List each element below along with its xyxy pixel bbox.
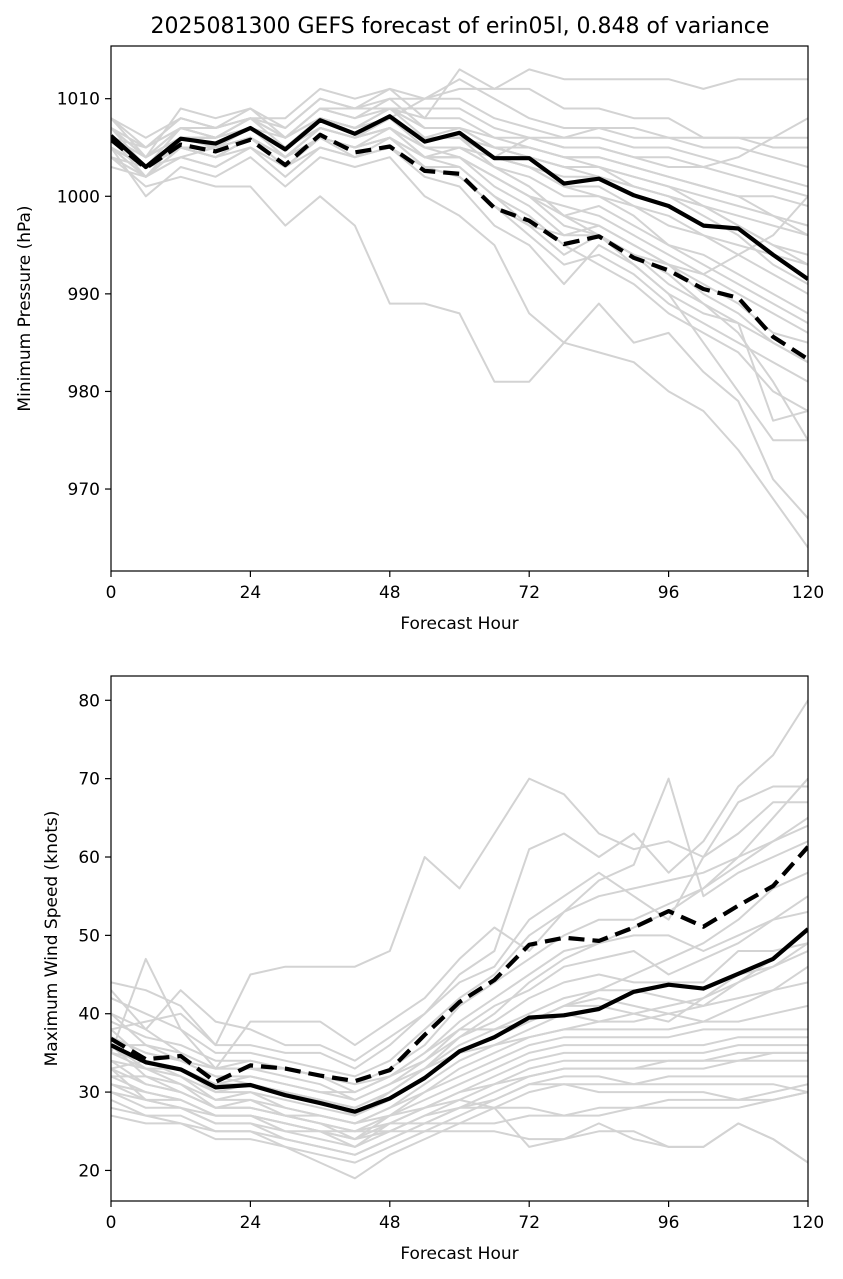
pressure-x-tick-label: 120: [792, 583, 824, 603]
wind-panel: 0 24 48 72 96 120 20 30 40 50 60 70 80 Forecast Hou…: [42, 675, 824, 1264]
wind-ensemble-member-line: [111, 926, 808, 1117]
wind-y-tick-label: 40: [78, 1005, 100, 1025]
pressure-ensemble-member-line: [111, 117, 808, 324]
pressure-panel: 0 24 48 72 96 120 970 980 990 1000 1010 Forecast …: [15, 45, 824, 634]
wind-x-ticks: 0 24 48 72 96 120: [106, 1201, 824, 1233]
pressure-ensemble-member-line: [111, 117, 808, 227]
chart-title: 2025081300 GEFS forecast of erin05l, 0.8…: [151, 14, 770, 39]
wind-ensemble-member-line: [111, 895, 808, 1094]
pressure-x-tick-label: 24: [240, 583, 262, 603]
wind-x-tick-label: 96: [658, 1213, 680, 1233]
pressure-ensemble-member-line: [111, 127, 808, 334]
pressure-y-tick-label: 1010: [57, 90, 100, 110]
pressure-ensemble-member-line: [111, 127, 808, 237]
pressure-y-tick-label: 1000: [57, 187, 100, 207]
wind-solid-mean-line: [111, 927, 808, 1114]
wind-ensemble-member-line: [111, 1067, 808, 1164]
wind-ensemble-member-line: [111, 816, 808, 1086]
wind-axes-frame: [110, 675, 809, 1202]
pressure-x-axis-label: Forecast Hour: [400, 614, 518, 634]
pressure-ensemble-member-line: [111, 117, 808, 266]
pressure-ensemble-member-line: [111, 146, 808, 519]
wind-x-tick-label: 72: [518, 1213, 540, 1233]
wind-y-tick-label: 80: [78, 691, 100, 711]
pressure-y-tick-label: 990: [68, 285, 100, 305]
pressure-ensemble-member-line: [111, 87, 808, 237]
wind-ensemble-member-line: [111, 1083, 808, 1156]
wind-x-tick-label: 48: [379, 1213, 401, 1233]
wind-y-ticks: 20 30 40 50 60 70 80: [78, 691, 111, 1181]
wind-y-axis-label: Maximum Wind Speed (knots): [42, 811, 62, 1067]
pressure-plot-area: [110, 45, 809, 572]
wind-ensemble-member-line: [111, 777, 808, 1086]
wind-dashed-mean-line: [111, 845, 808, 1085]
pressure-ensemble-member-line: [111, 136, 808, 383]
wind-ensemble-member-line: [111, 1028, 808, 1133]
pressure-ensemble-member-line: [111, 78, 808, 168]
wind-ensemble-member-line: [111, 785, 808, 1070]
wind-x-tick-label: 0: [106, 1213, 117, 1233]
pressure-ensemble-member-line: [111, 136, 808, 364]
wind-ensemble-member-line: [111, 1083, 808, 1133]
wind-x-tick-label: 120: [792, 1213, 824, 1233]
wind-ensemble-member-line: [111, 824, 808, 1078]
pressure-dashed-mean-line: [111, 132, 808, 361]
pressure-ensemble-member-line: [111, 107, 808, 207]
pressure-y-tick-label: 980: [68, 382, 100, 402]
pressure-series-group: [111, 68, 808, 549]
wind-ensemble-member-line: [111, 1004, 808, 1125]
pressure-y-tick-label: 970: [68, 480, 100, 500]
wind-y-tick-label: 60: [78, 848, 100, 868]
pressure-y-ticks: 970 980 990 1000 1010: [57, 90, 111, 500]
wind-ensemble-member-line: [111, 699, 808, 1062]
wind-x-axis-label: Forecast Hour: [400, 1244, 518, 1264]
pressure-x-tick-label: 48: [379, 583, 401, 603]
wind-ensemble-member-line: [111, 1075, 808, 1164]
wind-ensemble-member-line: [111, 965, 808, 1094]
wind-ensemble-member-line: [111, 1051, 808, 1141]
wind-y-tick-label: 70: [78, 770, 100, 790]
wind-ensemble-member-line: [111, 777, 808, 1070]
pressure-x-tick-label: 0: [106, 583, 117, 603]
pressure-axes-frame: [110, 45, 809, 572]
wind-y-tick-label: 20: [78, 1161, 100, 1181]
wind-ensemble-member-line: [111, 981, 808, 1125]
wind-series-group: [111, 699, 808, 1180]
wind-ensemble-member-line: [111, 1044, 808, 1164]
pressure-x-ticks: 0 24 48 72 96 120: [106, 571, 824, 603]
wind-y-tick-label: 50: [78, 926, 100, 946]
pressure-x-tick-label: 72: [518, 583, 540, 603]
wind-plot-area: [110, 675, 809, 1202]
wind-y-tick-label: 30: [78, 1083, 100, 1103]
pressure-y-axis-label: Minimum Pressure (hPa): [15, 205, 35, 411]
pressure-ensemble-member-line: [111, 97, 808, 266]
wind-x-tick-label: 24: [240, 1213, 262, 1233]
pressure-solid-mean-line: [111, 114, 808, 281]
pressure-x-tick-label: 96: [658, 583, 680, 603]
pressure-ensemble-member-line: [111, 127, 808, 364]
pressure-ensemble-member-line: [111, 107, 808, 295]
pressure-ensemble-member-line: [111, 156, 808, 549]
